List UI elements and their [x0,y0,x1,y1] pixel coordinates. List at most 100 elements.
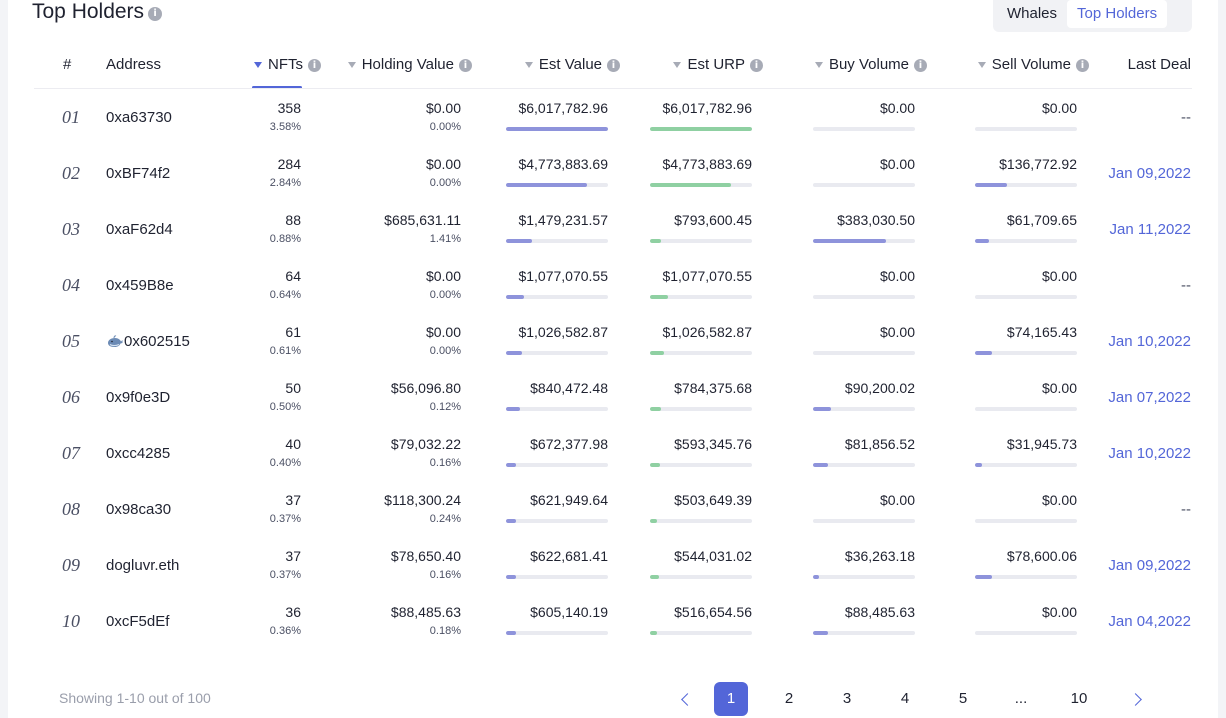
col-holding-value-header[interactable]: Holding Value i [322,55,472,75]
table-row[interactable]: 09 dogluvr.eth 37 0.37% $78,650.40 0.16% $… [8,537,1218,593]
sell-volume-cell: $0.00 [1042,99,1077,117]
est-urp-bar-fill [650,631,658,635]
est-urp-amount: $6,017,782.96 [662,100,752,116]
sell-volume-cell: $0.00 [1042,491,1077,509]
holding-value-percent: 0.16% [429,457,461,469]
row-index: 10 [62,611,80,631]
est-value-bar-fill [506,127,608,131]
buy-volume-bar-fill [813,631,829,635]
last-deal-date[interactable]: Jan 04,2022 [1108,613,1191,630]
info-icon[interactable]: i [459,58,472,72]
page-4-button[interactable]: 4 [900,690,910,707]
buy-volume-cell: $0.00 [880,99,915,117]
sell-volume-cell: $74,165.43 [1007,323,1077,341]
last-deal-date[interactable]: Jan 11,2022 [1109,221,1191,238]
est-value-cell: $840,472.48 [530,379,608,397]
col-sell-volume-header[interactable]: Sell Volume i [938,55,1089,75]
holding-value-cell: $0.00 0.00% [426,155,461,190]
holder-address[interactable]: 0xcc4285 [106,445,170,462]
info-icon[interactable]: i [308,58,321,72]
holder-address[interactable]: 0x98ca30 [106,501,171,518]
sort-icon [673,62,682,68]
page-5-button[interactable]: 5 [958,690,968,707]
holding-value-cell: $88,485.63 0.18% [391,603,461,638]
holder-address[interactable]: 0xcF5dEf [106,613,169,630]
holder-address[interactable]: 0x459B8e [106,277,174,294]
nfts-cell: 61 0.61% [270,323,301,358]
table-row[interactable]: 04 0x459B8e 64 0.64% $0.00 0.00% $1,077,07… [8,257,1218,313]
info-icon[interactable]: i [148,6,163,21]
holder-address-text: dogluvr.eth [106,557,180,574]
page-1-button[interactable]: 1 [714,682,748,716]
table-row[interactable]: 02 0xBF74f2 284 2.84% $0.00 0.00% $4,773,8… [8,145,1218,201]
info-icon[interactable]: i [914,58,927,72]
sell-volume-bar [975,463,1077,467]
last-deal-date[interactable]: Jan 09,2022 [1108,165,1191,182]
tab-top-holders[interactable]: Top Holders [1067,0,1168,28]
est-value-amount: $840,472.48 [530,380,608,396]
col-buy-volume-header[interactable]: Buy Volume i [778,55,927,75]
col-est-urp-header[interactable]: Est URP i [628,55,763,75]
est-urp-bar-fill [650,351,665,355]
info-icon[interactable]: i [750,58,763,72]
next-page-button[interactable] [1120,682,1154,716]
est-value-amount: $6,017,782.96 [518,100,608,116]
holding-value-cell: $0.00 0.00% [426,99,461,134]
est-urp-bar-fill [650,407,662,411]
est-urp-bar-fill [650,295,669,299]
holding-value-amount: $88,485.63 [390,604,461,620]
sell-volume-bar [975,183,1077,187]
last-deal-date[interactable]: Jan 09,2022 [1108,557,1191,574]
table-row[interactable]: 03 0xaF62d4 88 0.88% $685,631.11 1.41% $1,… [8,201,1218,257]
last-deal-date[interactable]: Jan 10,2022 [1108,445,1191,462]
est-value-bar [506,519,608,523]
holder-address[interactable]: 0xBF74f2 [106,165,170,182]
table-row[interactable]: 06 0x9f0e3D 50 0.50% $56,096.80 0.12% $840… [8,369,1218,425]
holder-address[interactable]: 0x9f0e3D [106,389,170,406]
est-value-amount: $4,773,883.69 [518,156,608,172]
nfts-count: 36 [285,604,301,620]
tab-whales[interactable]: Whales [1007,5,1058,22]
holder-address[interactable]: 0xa63730 [106,109,172,126]
holder-address[interactable]: 0x602515 [106,333,190,350]
page-ellipsis: ... [1014,690,1028,707]
est-value-bar [506,631,608,635]
table-row[interactable]: 10 0xcF5dEf 36 0.36% $88,485.63 0.18% $605… [8,593,1218,649]
holding-value-cell: $0.00 0.00% [426,323,461,358]
holder-address[interactable]: 0xaF62d4 [106,221,173,238]
est-value-bar-fill [506,463,517,467]
table-row[interactable]: 01 0xa63730 358 3.58% $0.00 0.00% $6,017,7… [8,89,1218,145]
est-urp-cell: $793,600.45 [674,211,752,229]
sort-icon [524,62,533,68]
col-est-value-header[interactable]: Est Value i [478,55,620,75]
info-icon[interactable]: i [607,58,620,72]
sell-volume-bar-fill [975,239,990,243]
page-10-button[interactable]: 10 [1070,690,1088,707]
last-deal-date[interactable]: Jan 10,2022 [1108,333,1191,350]
nfts-count: 358 [277,100,301,116]
est-value-cell: $621,949.64 [530,491,608,509]
est-urp-bar-fill [650,127,752,131]
page-2-button[interactable]: 2 [784,690,794,707]
pagination-summary: Showing 1-10 out of 100 [59,690,211,706]
table-row[interactable]: 05 0x602515 61 0.61% $0.00 0.00% $1,026,58… [8,313,1218,369]
header-divider [34,88,1192,89]
est-urp-amount: $503,649.39 [674,492,752,508]
table-row[interactable]: 08 0x98ca30 37 0.37% $118,300.24 0.24% $62… [8,481,1218,537]
col-nfts-header[interactable]: NFTs i [238,55,321,75]
last-deal-date[interactable]: Jan 07,2022 [1108,389,1191,406]
est-urp-cell: $503,649.39 [674,491,752,509]
prev-page-button[interactable] [668,682,702,716]
buy-volume-bar-fill [813,239,887,243]
holding-value-percent: 0.16% [429,569,461,581]
holder-address[interactable]: dogluvr.eth [106,557,179,574]
info-icon[interactable]: i [1076,58,1089,72]
page-3-button[interactable]: 3 [842,690,852,707]
nfts-cell: 358 3.58% [270,99,301,134]
est-value-bar [506,575,608,579]
buy-volume-bar [813,407,915,411]
top-holders-card: Top Holders i Whales Top Holders # Addre… [8,0,1218,718]
table-row[interactable]: 07 0xcc4285 40 0.40% $79,032.22 0.16% $672… [8,425,1218,481]
nfts-percent: 0.40% [269,457,301,469]
nfts-percent: 2.84% [269,177,301,189]
